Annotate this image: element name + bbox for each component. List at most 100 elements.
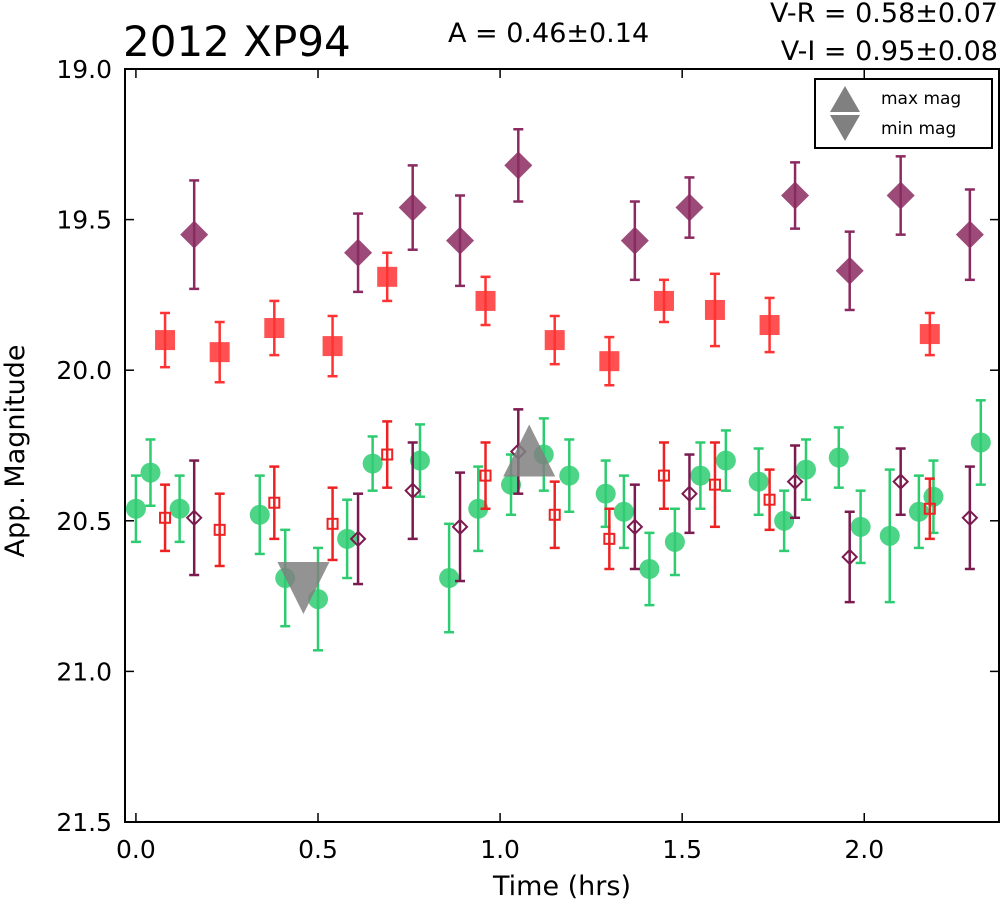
data-point	[923, 486, 944, 507]
data-point	[249, 504, 270, 525]
series-0	[125, 399, 991, 652]
data-point	[919, 324, 940, 345]
x-tick-label: 2.0	[844, 835, 884, 864]
color-vi-label: V-I = 0.95±0.08	[781, 36, 998, 67]
data-point	[704, 299, 725, 320]
data-point	[923, 502, 936, 515]
data-point	[603, 532, 616, 545]
data-point	[544, 330, 565, 351]
y-tick-label: 20.5	[56, 507, 112, 536]
data-point	[209, 342, 230, 363]
x-tick-label: 0.0	[116, 835, 156, 864]
y-tick-label: 19.5	[56, 206, 112, 235]
data-point	[639, 558, 660, 579]
data-point	[961, 509, 979, 527]
data-point	[681, 485, 698, 503]
data-point	[398, 193, 427, 222]
data-point	[140, 462, 161, 483]
data-point	[362, 453, 383, 474]
data-point	[653, 290, 674, 311]
legend: max mag min mag	[814, 78, 993, 149]
data-point	[708, 478, 721, 491]
data-point	[841, 548, 859, 566]
data-point	[169, 498, 190, 519]
data-point	[715, 450, 736, 471]
data-point	[439, 568, 460, 589]
color-vr-label: V-R = 0.58±0.07	[770, 0, 998, 29]
x-tick-label: 1.5	[662, 835, 702, 864]
data-point	[786, 473, 804, 491]
data-point	[349, 530, 367, 548]
data-point	[613, 501, 634, 522]
x-axis-label: Time (hrs)	[492, 871, 631, 902]
data-point	[155, 330, 176, 351]
data-point	[326, 517, 339, 530]
data-point	[828, 447, 849, 468]
min-mag-marker	[277, 562, 330, 615]
data-point	[620, 226, 649, 255]
x-tick-label: 1.0	[480, 835, 520, 864]
data-point	[892, 473, 910, 491]
data-point	[781, 181, 810, 210]
series-3	[155, 251, 940, 387]
plot-area	[125, 127, 991, 652]
legend-min-label: min mag	[881, 119, 956, 139]
data-point	[908, 501, 929, 522]
series-4	[180, 127, 984, 312]
data-point	[774, 510, 795, 531]
data-point	[451, 518, 469, 536]
data-point	[404, 482, 422, 500]
data-point	[548, 508, 561, 521]
series-1	[159, 420, 936, 571]
axes: 0.0 0.5 1.0 1.5 2.0 19.0 19.5 20.0 20.5 21.0 21.5	[56, 55, 999, 864]
data-point	[475, 290, 496, 311]
plot-frame	[124, 68, 1000, 823]
data-point	[955, 220, 984, 249]
y-tick-label: 19.0	[56, 55, 112, 84]
data-point	[409, 450, 430, 471]
legend-max-label: max mag	[881, 89, 961, 109]
amplitude-label: A = 0.46±0.14	[448, 18, 649, 49]
data-point	[337, 528, 358, 549]
data-point	[835, 256, 864, 285]
y-tick-label: 20.0	[56, 356, 112, 385]
data-point	[159, 511, 172, 524]
data-point	[795, 459, 816, 480]
data-point	[599, 351, 620, 372]
data-point	[748, 471, 769, 492]
data-point	[886, 181, 915, 210]
data-point	[504, 151, 533, 180]
data-point	[501, 474, 522, 495]
series-2	[185, 408, 979, 604]
data-point	[264, 318, 285, 339]
legend-max-marker	[830, 86, 860, 112]
data-point	[595, 483, 616, 504]
data-point	[664, 531, 685, 552]
data-point	[559, 465, 580, 486]
x-tick-label: 0.5	[298, 835, 338, 864]
data-point	[479, 469, 492, 482]
data-point	[850, 516, 871, 537]
y-tick-label: 21.5	[56, 808, 112, 837]
data-point	[759, 315, 780, 336]
data-point	[626, 518, 644, 536]
max-mag-marker	[503, 424, 556, 477]
data-point	[763, 493, 776, 506]
y-tick-label: 21.0	[56, 657, 112, 686]
data-point	[879, 525, 900, 546]
data-point	[468, 498, 489, 519]
legend-min-marker	[830, 115, 860, 141]
data-point	[690, 465, 711, 486]
data-point	[344, 238, 373, 267]
data-point	[213, 523, 226, 536]
y-axis-label: App. Magnitude	[0, 345, 31, 558]
data-point	[970, 432, 991, 453]
data-point	[381, 448, 394, 461]
data-point	[125, 498, 146, 519]
object-name: 2012 XP94	[123, 17, 351, 66]
data-point	[322, 336, 343, 357]
data-point	[377, 266, 398, 287]
data-point	[185, 509, 203, 527]
data-point	[657, 469, 670, 482]
